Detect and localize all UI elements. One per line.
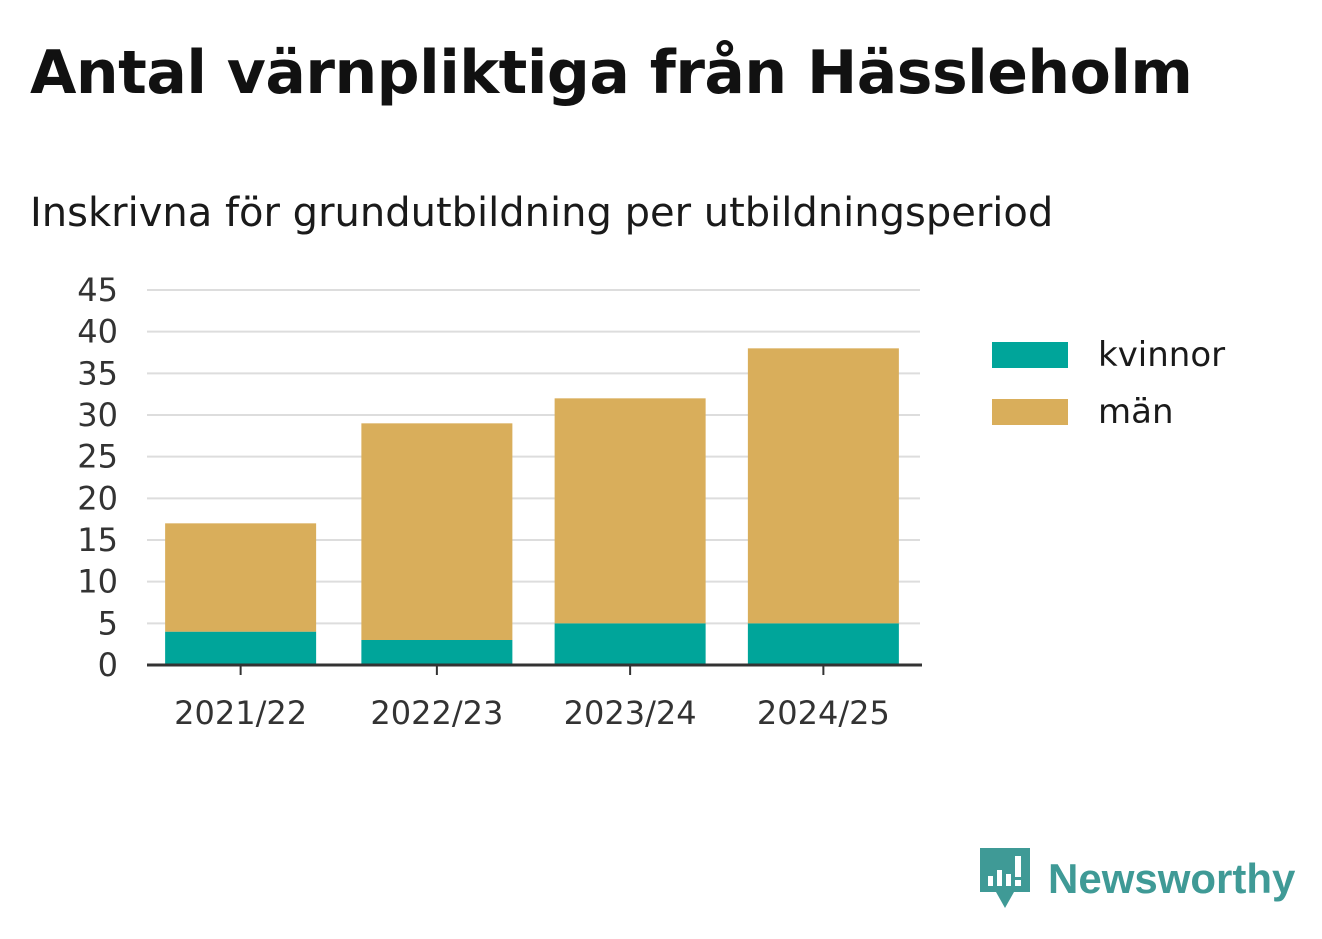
y-tick-label-10: 10 (77, 563, 118, 601)
legend-item-man: män (992, 383, 1225, 440)
newsworthy-brand[interactable]: Newsworthy (980, 848, 1295, 910)
y-tick-label-35: 35 (77, 354, 118, 392)
y-tick-label-30: 30 (77, 396, 118, 434)
chart-title: Antal värnpliktiga från Hässleholm (30, 38, 1193, 108)
x-axis-tick-labels: 2021/22 2022/23 2023/24 2024/25 (174, 694, 890, 732)
y-tick-label-40: 40 (77, 313, 118, 351)
bar-kvinnor-2021/22 (165, 631, 317, 665)
y-tick-label-20: 20 (77, 479, 118, 517)
legend-swatch-man (992, 398, 1068, 425)
legend-label-man: män (1098, 391, 1174, 432)
y-tick-label-15: 15 (77, 521, 118, 559)
legend-item-kvinnor: kvinnor (992, 326, 1225, 383)
y-tick-label-25: 25 (77, 438, 118, 476)
y-tick-label-5: 5 (98, 604, 118, 642)
newsworthy-logo-icon (980, 848, 1030, 908)
bar-män-2021/22 (165, 523, 317, 632)
x-axis (147, 663, 922, 675)
x-tick-label-2024/25: 2024/25 (757, 694, 890, 732)
x-tick-label-2021/22: 2021/22 (174, 694, 307, 732)
legend-label-kvinnor: kvinnor (1098, 334, 1226, 375)
bar-män-2024/25 (747, 348, 899, 624)
brand-name: Newsworthy (1048, 855, 1296, 902)
legend-swatch-kvinnor (992, 341, 1068, 368)
x-tick-label-2022/23: 2022/23 (370, 694, 503, 732)
bar-kvinnor-2024/25 (747, 623, 899, 665)
y-tick-label-0: 0 (98, 646, 118, 684)
bar-män-2022/23 (361, 423, 513, 640)
chart-subtitle: Inskrivna för grundutbildning per utbild… (30, 190, 1054, 236)
bar-män-2023/24 (554, 398, 706, 624)
bars (165, 348, 899, 665)
legend: kvinnor män (992, 326, 1225, 440)
y-tick-label-45: 45 (77, 271, 118, 309)
x-tick-label-2023/24: 2023/24 (564, 694, 697, 732)
bar-kvinnor-2023/24 (554, 623, 706, 665)
bar-kvinnor-2022/23 (361, 640, 513, 665)
